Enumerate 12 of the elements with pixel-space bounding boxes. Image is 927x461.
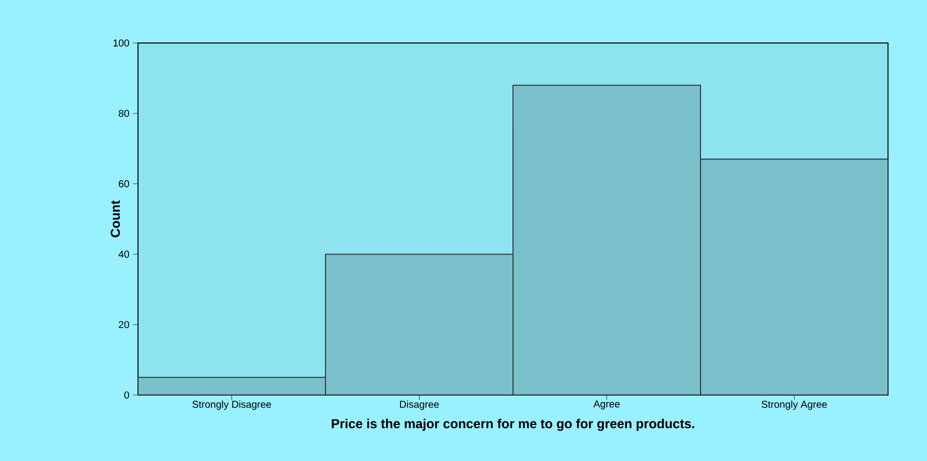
y-tick-label: 80 — [118, 110, 130, 117]
x-tick-label: Strongly Disagree — [192, 400, 272, 410]
y-axis-title: Count — [110, 200, 120, 238]
x-axis-title: Price is the major concern for me to go for green products. — [332, 418, 694, 431]
y-tick-label: 20 — [118, 321, 130, 328]
x-tick-label: Disagree — [400, 400, 439, 410]
y-tick-label: 40 — [118, 250, 130, 258]
x-tick-label: Strongly Agree — [762, 400, 827, 410]
x-tick-label: Agree — [593, 400, 620, 410]
y-tick-label: 0 — [124, 391, 130, 399]
y-tick-label: 60 — [118, 180, 130, 188]
y-tick-label: 100 — [114, 39, 130, 47]
